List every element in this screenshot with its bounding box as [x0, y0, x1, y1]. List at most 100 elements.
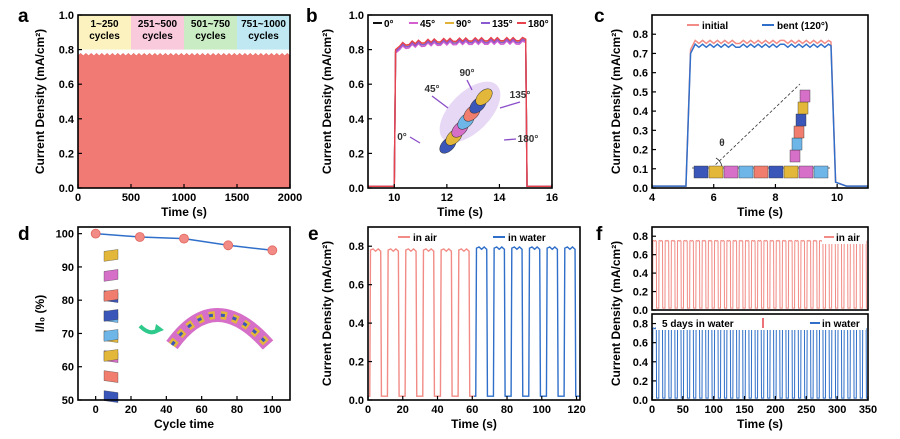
segment-label: 751~1000	[241, 19, 286, 30]
segment-band	[78, 15, 131, 50]
line-series	[368, 36, 552, 187]
y-tick-label: 0.6	[349, 79, 364, 91]
legend-label: in air	[836, 233, 860, 244]
y-tick-label: 0.4	[633, 268, 649, 280]
segment-label: 251~500	[138, 19, 178, 30]
y-tick-label: 0.3	[633, 125, 648, 137]
segment-band	[184, 15, 237, 50]
segment-label: cycles	[142, 31, 173, 42]
segment-band	[237, 15, 290, 50]
braid-strand	[738, 165, 754, 179]
x-axis-label: Cycle time	[154, 417, 214, 431]
x-tick-label: 80	[231, 404, 243, 416]
axes-frame-bottom	[651, 313, 869, 401]
legend-label: in water	[822, 319, 860, 330]
x-axis-label: Time (s)	[737, 417, 783, 431]
braid-strand	[813, 165, 829, 179]
pulse-series-bottom	[652, 327, 868, 399]
y-tick-label: 60	[62, 362, 74, 374]
braid-strand	[798, 165, 814, 179]
angle-arrow	[466, 79, 473, 91]
y-tick-label: 100	[56, 229, 74, 241]
x-tick-label: 2000	[278, 192, 302, 204]
legend-label: 135°	[492, 19, 513, 30]
angle-arrow	[431, 95, 449, 109]
x-tick-label: 50	[677, 404, 689, 416]
y-axis-label: Current Density (mA/cm²)	[609, 241, 623, 386]
x-tick-label: 100	[533, 404, 551, 416]
x-tick-label: 6	[711, 192, 717, 204]
legend-bg	[656, 316, 866, 330]
x-tick-label: 350	[859, 404, 877, 416]
y-tick-label: 0.2	[633, 376, 648, 388]
x-tick-label: 300	[828, 404, 846, 416]
green-arrow-head	[154, 324, 164, 334]
panel-label: c	[594, 6, 605, 27]
x-tick-label: 20	[125, 404, 137, 416]
y-tick-label: 0.0	[59, 183, 74, 195]
x-tick-label: 10	[388, 192, 400, 204]
y-tick-label: 0.1	[633, 164, 648, 176]
y-tick-label: 70	[62, 328, 74, 340]
theta-label: θ	[719, 138, 724, 149]
axes-frame-top	[651, 226, 869, 311]
panel-a: 1~250cycles251~500cycles501~750cycles751…	[18, 6, 302, 219]
y-tick-label: 0.2	[349, 357, 364, 369]
x-axis-label: Time (s)	[161, 205, 207, 219]
y-tick-label: 50	[62, 395, 74, 407]
legend-label: in air	[413, 233, 437, 244]
y-tick-label: 0.8	[349, 241, 364, 253]
y-tick-label: 0.0	[349, 183, 364, 195]
segment-label: cycles	[195, 31, 226, 42]
pulse-series	[368, 247, 474, 397]
x-tick-label: 60	[466, 404, 478, 416]
legend-label: 90°	[456, 19, 471, 30]
y-axis-label: Current Density (mA/cm²)	[320, 29, 334, 174]
inset-bent-yarn: θ	[692, 83, 830, 179]
x-tick-label: 120	[567, 404, 585, 416]
braid-strand	[783, 165, 799, 179]
x-tick-label: 40	[160, 404, 172, 416]
legend-label: initial	[702, 21, 728, 32]
y-tick-label: 0.8	[59, 45, 74, 57]
legend-label: 180°	[528, 19, 549, 30]
legend-label: 45°	[420, 19, 435, 30]
angle-label: 90°	[459, 68, 474, 79]
pulse-series	[474, 246, 580, 397]
angle-arrow	[499, 101, 521, 109]
y-tick-label: 0.0	[349, 395, 364, 407]
inset-yarns	[103, 249, 274, 403]
x-tick-label: 1500	[225, 192, 249, 204]
braid-strand	[103, 269, 119, 282]
y-tick-label: 1.0	[349, 10, 364, 22]
x-tick-label: 8	[772, 192, 778, 204]
y-axis-label: I/I₀ (%)	[33, 295, 47, 332]
braid-strand	[723, 165, 739, 179]
angle-arrow	[409, 136, 421, 144]
angle-label: 180°	[518, 134, 539, 145]
braid-strand	[103, 370, 119, 383]
axes-frame	[651, 14, 869, 189]
legend-label: in water	[508, 233, 546, 244]
y-axis-label: Current Density (mA/cm²)	[33, 29, 47, 174]
panel-label: e	[308, 224, 319, 245]
braid-strand	[795, 113, 807, 127]
braid-strand	[475, 88, 493, 106]
y-tick-label: 0.0	[633, 305, 648, 317]
data-point	[223, 240, 234, 251]
panel-b: 0° 45° 90° 135° 180° 0° 45° 90° 135° 180° 10 12 14 16…	[306, 6, 558, 219]
x-tick-label: 40	[431, 404, 443, 416]
y-tick-label: 0.2	[349, 148, 364, 160]
panel-label: b	[306, 6, 318, 27]
axes-frame	[367, 14, 553, 189]
y-tick-label: 0.6	[633, 250, 648, 262]
line-series	[368, 40, 552, 187]
y-tick-label: 0.6	[349, 280, 364, 292]
y-tick-label: 0.4	[349, 114, 365, 126]
x-tick-label: 0	[75, 192, 81, 204]
data-point	[179, 233, 189, 244]
braid-strand	[789, 149, 801, 163]
y-tick-label: 0.7	[633, 48, 648, 60]
area-series	[77, 52, 291, 189]
